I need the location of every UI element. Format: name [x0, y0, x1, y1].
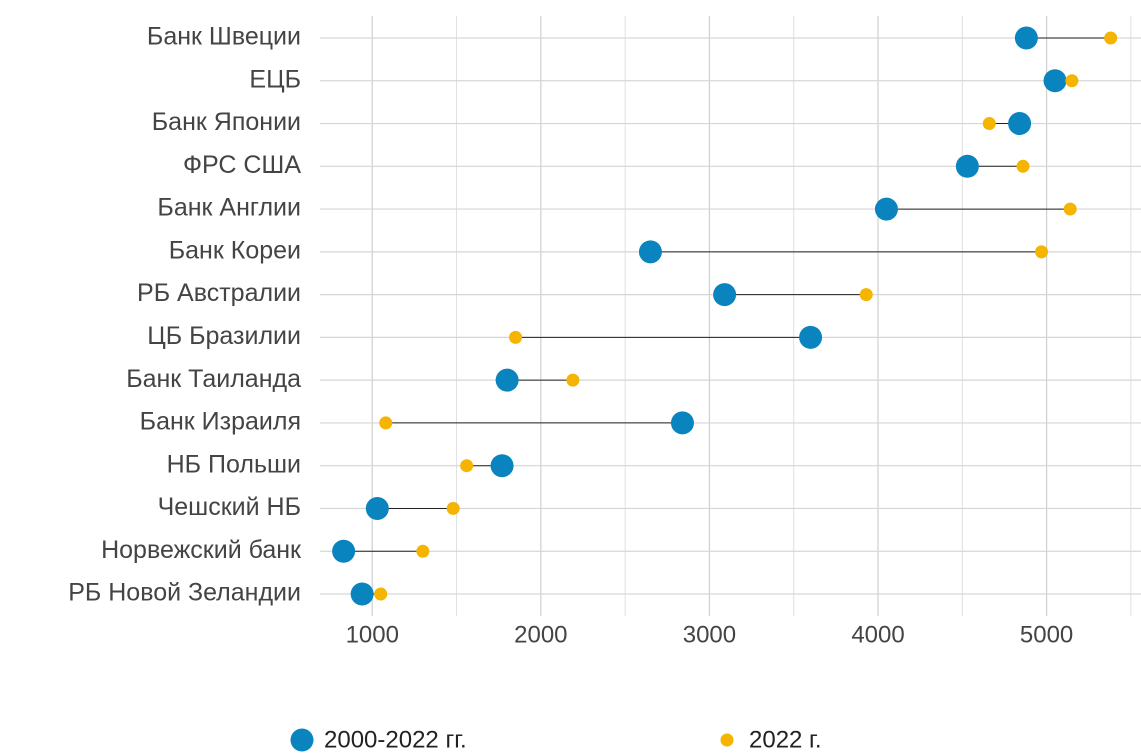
y-tick-label: ФРС США — [183, 151, 301, 179]
dot-range — [1008, 112, 1032, 136]
dot-current — [859, 288, 873, 302]
y-tick-label: Банк Англии — [157, 194, 301, 222]
dot-range — [799, 325, 823, 349]
dot-current — [1063, 202, 1077, 216]
legend-marker — [290, 728, 314, 752]
dot-range — [332, 539, 356, 563]
dot-current — [379, 416, 393, 430]
dot-current — [416, 544, 430, 558]
y-tick-label: Банк Кореи — [169, 236, 301, 264]
y-tick-label: Банк Таиланда — [126, 365, 301, 393]
y-tick-label: РБ Новой Зеландии — [68, 579, 301, 607]
dot-range — [365, 496, 389, 520]
y-tick-label: НБ Польши — [167, 450, 301, 478]
x-tick-label: 2000 — [514, 621, 567, 648]
y-tick-label: Банк Израиля — [140, 408, 301, 436]
dot-range — [1043, 69, 1067, 93]
dot-current — [982, 117, 996, 131]
y-tick-label: Банк Швеции — [147, 23, 301, 51]
legend-marker — [720, 733, 734, 747]
dot-current — [374, 587, 388, 601]
y-tick-label: ЦБ Бразилии — [147, 322, 301, 350]
dot-current — [1065, 74, 1079, 88]
dot-current — [1035, 245, 1049, 259]
dot-current — [460, 459, 474, 473]
x-tick-label: 3000 — [683, 621, 736, 648]
dot-range — [874, 197, 898, 221]
y-tick-label: ЕЦБ — [249, 65, 301, 93]
dot-range — [713, 283, 737, 307]
dot-range — [955, 154, 979, 178]
dot-range — [490, 454, 514, 478]
dot-range — [1014, 26, 1038, 50]
legend-label: 2000-2022 гг. — [324, 726, 467, 753]
dot-range — [495, 368, 519, 392]
x-tick-label: 1000 — [346, 621, 399, 648]
x-tick-label: 4000 — [851, 621, 904, 648]
y-tick-label: Банк Японии — [152, 108, 301, 136]
dot-current — [566, 373, 580, 387]
y-tick-label: Чешский НБ — [158, 493, 301, 521]
dot-current — [446, 501, 460, 515]
y-tick-label: РБ Австралии — [137, 279, 301, 307]
dot-range — [670, 411, 694, 435]
dot-current — [1104, 31, 1118, 45]
legend-label: 2022 г. — [749, 726, 822, 753]
y-tick-label: Норвежский банк — [101, 536, 302, 564]
dot-current — [1016, 159, 1030, 173]
dot-current — [509, 330, 523, 344]
x-tick-label: 5000 — [1020, 621, 1073, 648]
dot-range — [638, 240, 662, 264]
dot-range — [350, 582, 374, 606]
